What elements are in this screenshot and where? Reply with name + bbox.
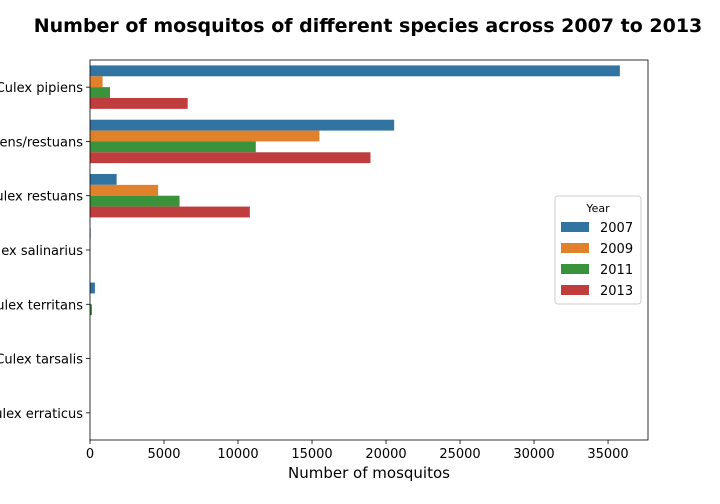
bar-2009-1 [90,76,103,88]
bar-2009-2 [90,130,320,142]
chart-title: Number of mosquitos of different species… [34,15,703,37]
y-tick-label: Culex pipiens [0,81,83,96]
bar-2011-2 [90,141,256,153]
x-tick-label: 25000 [439,447,480,462]
x-tick-label: 0 [86,447,94,462]
y-axis: Culex pipiens Culex pipiens/restuans Culex… [0,81,90,422]
legend-swatch-2009 [561,243,589,253]
x-axis: 0 5000 10000 15000 20000 25000 30000 35000 [86,440,629,462]
x-axis-label: Number of mosquitos [288,464,450,482]
x-tick-label: 10000 [217,447,258,462]
legend-swatch-2007 [561,222,589,232]
y-tick-label: Culex tarsalis [0,353,83,368]
bar-2011-3 [90,195,180,207]
x-tick-label: 15000 [291,447,332,462]
bar-2009-3 [90,184,159,196]
bar-2013-1 [90,98,188,109]
y-tick-label: Culex salinarius [0,244,83,259]
y-tick-label: Culex restuans [0,190,83,205]
bar-2007-1 [90,65,620,77]
bar-2007-2 [90,119,395,131]
bar-2013-2 [90,152,371,164]
x-tick-label: 20000 [365,447,406,462]
x-tick-label: 35000 [587,447,628,462]
y-tick-label: Culex pipiens/restuans [0,135,83,150]
x-tick-label: 5000 [147,447,180,462]
legend-label-2007: 2007 [600,221,633,236]
bar-2013-3 [90,206,250,218]
legend-label-2011: 2011 [600,263,633,278]
legend-label-2013: 2013 [600,284,633,299]
legend: Year 2007 2009 2011 2013 [554,195,642,305]
x-tick-label: 30000 [513,447,554,462]
legend-title: Year [585,202,610,215]
bar-2011-5 [90,304,92,316]
legend-swatch-2011 [561,264,589,274]
bar-2007-3 [90,174,117,185]
bar-2011-1 [90,87,110,98]
legend-label-2009: 2009 [600,242,633,257]
legend-swatch-2013 [561,285,589,295]
y-tick-label: Culex territans [0,298,83,313]
bars-group [90,65,620,316]
y-tick-label: Culex erraticus [0,407,83,422]
bar-2007-5 [90,282,95,294]
